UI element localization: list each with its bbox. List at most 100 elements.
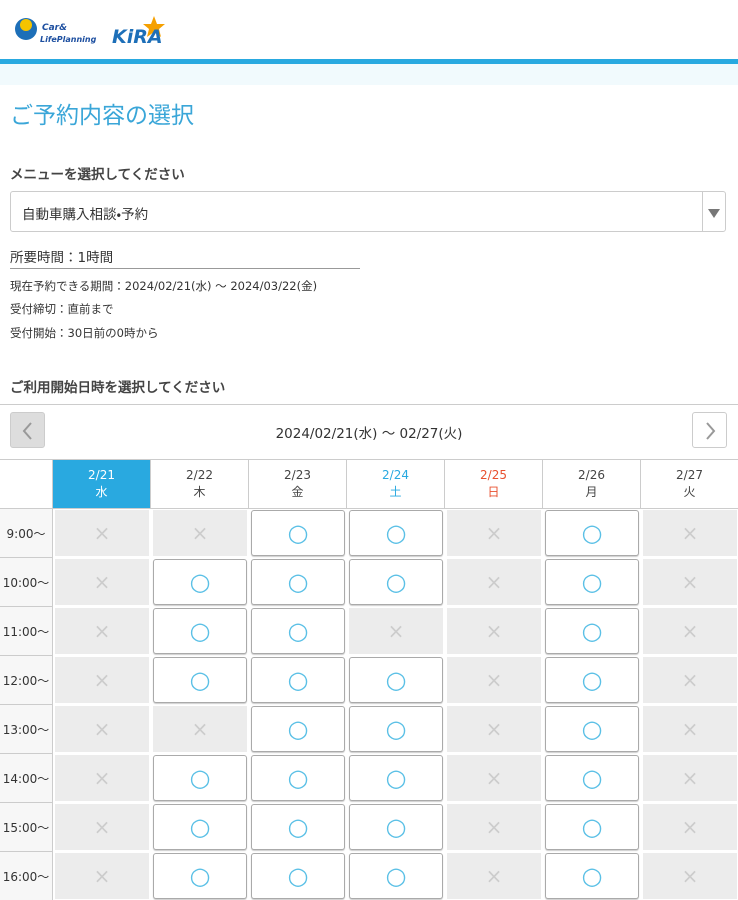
slot-open[interactable]: ○	[349, 510, 443, 556]
slot-open[interactable]: ○	[251, 608, 345, 654]
slot-closed: ×	[153, 510, 247, 556]
page-title: ご予約内容の選択	[10, 103, 194, 129]
slot-closed: ×	[447, 510, 541, 556]
menu-label: メニューを選択してください	[10, 167, 185, 183]
calendar-grid: 2/21 水 2/22 木 2/23 金 2/24 土 2/25 日 2/26 月 2/27 火 9:00〜…	[0, 459, 738, 900]
slot-closed: ×	[447, 804, 541, 850]
slot-closed: ×	[55, 657, 149, 703]
slot-closed: ×	[643, 510, 737, 556]
time-label: 12:00〜	[0, 656, 53, 705]
day-date: 2/23	[284, 468, 311, 482]
day-weekday: 木	[193, 485, 206, 499]
time-label: 11:00〜	[0, 607, 53, 656]
slot-open[interactable]: ○	[349, 755, 443, 801]
corner	[0, 459, 53, 509]
slot-open[interactable]: ○	[153, 608, 247, 654]
deadline: 受付締切：直前まで	[10, 302, 114, 316]
slot-closed: ×	[643, 657, 737, 703]
slot-closed: ×	[643, 755, 737, 801]
slot-closed: ×	[643, 804, 737, 850]
day-weekday: 金	[291, 485, 304, 499]
slot-open[interactable]: ○	[153, 755, 247, 801]
slot-closed: ×	[447, 559, 541, 605]
day-weekday: 火	[683, 485, 696, 499]
slot-open[interactable]: ○	[349, 804, 443, 850]
slot-open[interactable]: ○	[349, 706, 443, 752]
logo-line1: Car&	[42, 23, 67, 33]
slot-closed: ×	[447, 853, 541, 899]
day-date: 2/27	[676, 468, 703, 482]
menu-select[interactable]: 自動車購入相談・予約	[10, 191, 726, 232]
slot-open[interactable]: ○	[251, 510, 345, 556]
time-label: 10:00〜	[0, 558, 53, 607]
day-date: 2/22	[186, 468, 213, 482]
slot-open[interactable]: ○	[545, 804, 639, 850]
slot-open[interactable]: ○	[153, 657, 247, 703]
slot-open[interactable]: ○	[251, 657, 345, 703]
day-date: 2/25	[480, 468, 507, 482]
header-bar	[0, 59, 738, 64]
slot-closed: ×	[447, 608, 541, 654]
slot-open[interactable]: ○	[545, 559, 639, 605]
day-header: 2/26 月	[543, 459, 641, 509]
slot-open[interactable]: ○	[153, 853, 247, 899]
slot-closed: ×	[643, 608, 737, 654]
slot-open[interactable]: ○	[349, 559, 443, 605]
slot-closed: ×	[55, 559, 149, 605]
slot-closed: ×	[447, 755, 541, 801]
time-label: 15:00〜	[0, 803, 53, 852]
slot-closed: ×	[55, 510, 149, 556]
divider	[0, 404, 738, 405]
slot-open[interactable]: ○	[251, 706, 345, 752]
time-label: 16:00〜	[0, 852, 53, 900]
slot-open[interactable]: ○	[251, 804, 345, 850]
day-header: 2/22 木	[151, 459, 249, 509]
slot-closed: ×	[643, 559, 737, 605]
day-weekday: 水	[95, 485, 108, 499]
slot-open[interactable]: ○	[153, 804, 247, 850]
menu-selected: 自動車購入相談・予約	[22, 207, 149, 223]
slot-open[interactable]: ○	[349, 853, 443, 899]
day-header: 2/24 土	[347, 459, 445, 509]
slot-open[interactable]: ○	[251, 853, 345, 899]
logo-line2: LifePlanning	[40, 35, 97, 44]
slot-open[interactable]: ○	[545, 608, 639, 654]
logo-brand: KiRA	[112, 26, 163, 48]
slot-open[interactable]: ○	[349, 657, 443, 703]
day-weekday: 土	[389, 485, 402, 499]
header-band	[0, 64, 738, 85]
week-range: 2024/02/21(水) 〜 02/27(火)	[275, 426, 463, 442]
time-label: 14:00〜	[0, 754, 53, 803]
slot-closed: ×	[447, 706, 541, 752]
slot-closed: ×	[55, 755, 149, 801]
day-weekday: 月	[585, 485, 598, 499]
slot-open[interactable]: ○	[251, 755, 345, 801]
slot-closed: ×	[447, 657, 541, 703]
day-header: 2/23 金	[249, 459, 347, 509]
day-date: 2/21	[88, 468, 115, 482]
slot-closed: ×	[55, 853, 149, 899]
slot-open[interactable]: ○	[545, 706, 639, 752]
slot-open[interactable]: ○	[545, 853, 639, 899]
time-label: 13:00〜	[0, 705, 53, 754]
select-arrow	[702, 192, 720, 231]
day-weekday: 日	[487, 485, 500, 499]
slot-closed: ×	[643, 706, 737, 752]
slot-open[interactable]: ○	[545, 755, 639, 801]
slot-closed: ×	[55, 804, 149, 850]
day-date: 2/26	[578, 468, 605, 482]
day-header: 2/25 日	[445, 459, 543, 509]
slot-closed: ×	[55, 706, 149, 752]
slot-open[interactable]: ○	[545, 510, 639, 556]
next-week[interactable]	[692, 412, 727, 448]
slot-open[interactable]: ○	[251, 559, 345, 605]
prev-week[interactable]	[10, 412, 45, 448]
slot-open[interactable]: ○	[545, 657, 639, 703]
slot-closed: ×	[349, 608, 443, 654]
logo: Car& LifePlanning KiRA	[15, 16, 165, 48]
day-header: 2/27 火	[641, 459, 738, 509]
calendar-label: ご利用開始日時を選択してください	[10, 380, 226, 396]
slot-open[interactable]: ○	[153, 559, 247, 605]
